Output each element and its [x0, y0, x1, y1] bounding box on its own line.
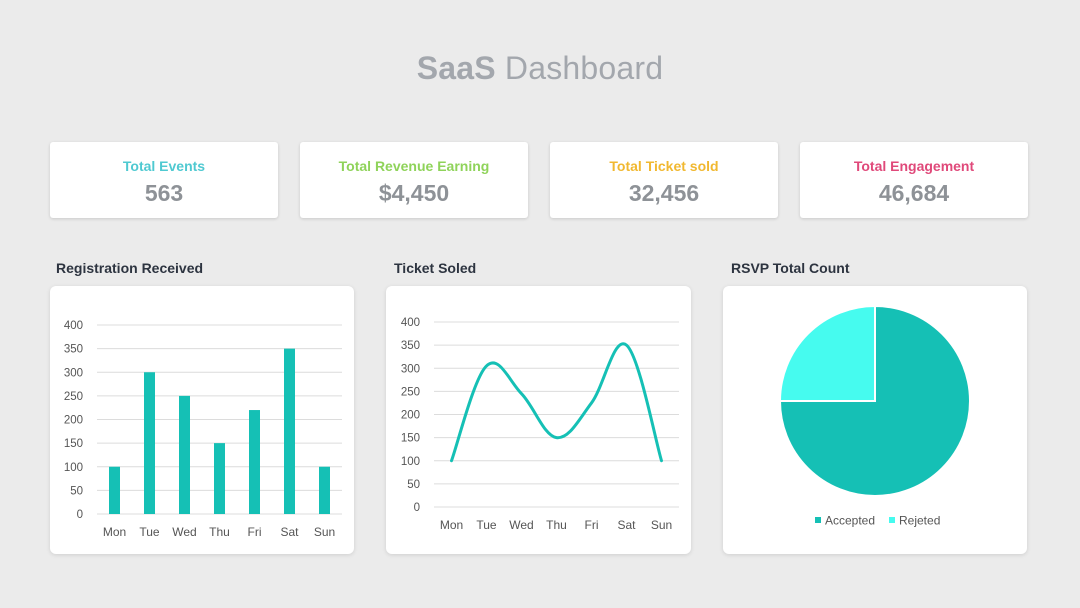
registration-bar-chart: 0 50 100 150 200 250 300 350 400 Mon Tue Wed Thu Fri S… — [64, 320, 342, 539]
legend-swatch — [889, 517, 895, 523]
bar-mon — [109, 466, 120, 514]
x-tick-label: Wed — [172, 525, 196, 539]
legend-label: Accepted — [825, 514, 875, 528]
tickets-panel-title: Ticket Soled — [394, 260, 477, 276]
x-tick-label: Mon — [440, 518, 463, 532]
y-tick-label: 0 — [77, 509, 83, 521]
y-tick-label: 250 — [64, 391, 83, 403]
tickets-line-chart: 0 50 100 150 200 250 300 350 400 Mon Tue Wed Thu Fri S… — [401, 317, 679, 532]
tickets-panel: 0 50 100 150 200 250 300 350 400 Mon Tue Wed Thu Fri S… — [386, 286, 691, 554]
kpi-card-total-events: Total Events 563 — [50, 142, 278, 218]
kpi-value: 563 — [144, 180, 184, 206]
y-tick-label: 50 — [70, 485, 83, 497]
y-tick-label: 150 — [401, 433, 420, 445]
legend-label: Rejeted — [899, 514, 940, 528]
y-tick-label: 0 — [414, 502, 420, 514]
registration-panel: 0 50 100 150 200 250 300 350 400 Mon Tue Wed Thu Fri S… — [50, 286, 354, 554]
kpi-value: 32,456 — [628, 180, 700, 206]
kpi-card-total-revenue: Total Revenue Earning $4,450 — [300, 142, 528, 218]
registration-panel-title: Registration Received — [56, 260, 204, 276]
y-tick-label: 250 — [401, 386, 420, 398]
x-tick-label: Fri — [585, 518, 599, 532]
legend-swatch — [815, 517, 821, 523]
y-tick-label: 150 — [64, 438, 83, 450]
y-tick-label: 200 — [64, 415, 83, 427]
y-tick-label: 100 — [401, 456, 420, 468]
x-tick-label: Sun — [314, 525, 335, 539]
x-tick-label: Thu — [546, 518, 567, 532]
bar-sat — [284, 348, 295, 514]
y-tick-label: 300 — [64, 367, 83, 379]
bar-sun — [319, 466, 330, 514]
x-tick-label: Fri — [248, 525, 262, 539]
y-tick-label: 400 — [64, 320, 83, 332]
y-tick-label: 300 — [401, 363, 420, 375]
rsvp-pie-chart: Accepted Rejeted — [778, 304, 971, 528]
ticket-line — [450, 342, 663, 463]
y-tick-label: 350 — [64, 344, 83, 356]
kpi-card-total-engagement: Total Engagement 46,684 — [800, 142, 1028, 218]
bar-wed — [179, 395, 190, 514]
page-title-bold: SaaS — [416, 50, 496, 86]
y-tick-label: 350 — [401, 340, 420, 352]
x-tick-label: Sat — [617, 518, 636, 532]
kpi-label: Total Ticket sold — [609, 158, 719, 174]
bar-tue — [144, 372, 155, 514]
pie-slice-rejeted — [778, 304, 876, 402]
bar-fri — [249, 410, 260, 514]
y-tick-label: 400 — [401, 317, 420, 329]
y-tick-label: 100 — [64, 462, 83, 474]
page-title: SaaS Dashboard — [0, 50, 1080, 87]
rsvp-panel-title: RSVP Total Count — [731, 260, 850, 276]
pie-slice-accepted — [778, 304, 971, 497]
kpi-value: $4,450 — [378, 180, 450, 206]
x-tick-label: Wed — [509, 518, 533, 532]
x-tick-label: Sat — [280, 525, 299, 539]
kpi-card-total-ticket-sold: Total Ticket sold 32,456 — [550, 142, 778, 218]
kpi-label: Total Engagement — [853, 158, 975, 174]
x-tick-label: Mon — [103, 525, 126, 539]
x-tick-label: Tue — [139, 525, 160, 539]
kpi-label: Total Revenue Earning — [338, 158, 490, 174]
x-tick-label: Thu — [209, 525, 230, 539]
x-tick-label: Tue — [476, 518, 497, 532]
x-tick-label: Sun — [651, 518, 672, 532]
bar-thu — [214, 443, 225, 514]
kpi-value: 46,684 — [878, 180, 950, 206]
page-title-rest: Dashboard — [504, 50, 664, 86]
y-tick-label: 200 — [401, 410, 420, 422]
rsvp-panel: Accepted Rejeted — [723, 286, 1027, 554]
kpi-label: Total Events — [122, 158, 206, 174]
y-tick-label: 50 — [407, 479, 420, 491]
